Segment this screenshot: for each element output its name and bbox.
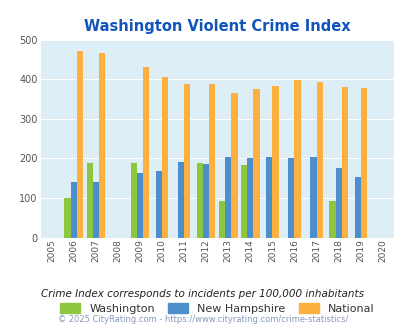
Bar <box>196 163 202 238</box>
Bar <box>86 163 92 238</box>
Bar <box>64 198 70 238</box>
Bar <box>92 182 99 238</box>
Bar <box>341 87 347 238</box>
Bar <box>162 77 168 238</box>
Bar <box>183 84 190 238</box>
Bar <box>136 173 143 238</box>
Bar <box>99 53 105 238</box>
Bar <box>177 162 183 238</box>
Bar <box>130 163 136 238</box>
Text: © 2025 CityRating.com - https://www.cityrating.com/crime-statistics/: © 2025 CityRating.com - https://www.city… <box>58 315 347 324</box>
Title: Washington Violent Crime Index: Washington Violent Crime Index <box>84 19 350 34</box>
Bar <box>202 164 209 238</box>
Bar <box>156 171 162 238</box>
Bar <box>266 157 272 238</box>
Bar <box>335 168 341 238</box>
Bar <box>77 51 83 238</box>
Bar <box>272 86 278 238</box>
Bar <box>218 201 225 238</box>
Bar <box>316 82 322 238</box>
Bar <box>241 165 247 238</box>
Bar <box>328 201 335 238</box>
Bar <box>309 157 316 238</box>
Bar <box>247 158 253 238</box>
Bar <box>70 182 77 238</box>
Bar <box>225 157 231 238</box>
Bar <box>143 67 149 238</box>
Legend: Washington, New Hampshire, National: Washington, New Hampshire, National <box>60 303 373 314</box>
Text: Crime Index corresponds to incidents per 100,000 inhabitants: Crime Index corresponds to incidents per… <box>41 289 364 299</box>
Bar <box>253 89 259 238</box>
Bar <box>288 158 294 238</box>
Bar <box>209 84 215 238</box>
Bar <box>360 87 366 238</box>
Bar <box>231 93 237 238</box>
Bar <box>294 81 300 238</box>
Bar <box>354 177 360 238</box>
